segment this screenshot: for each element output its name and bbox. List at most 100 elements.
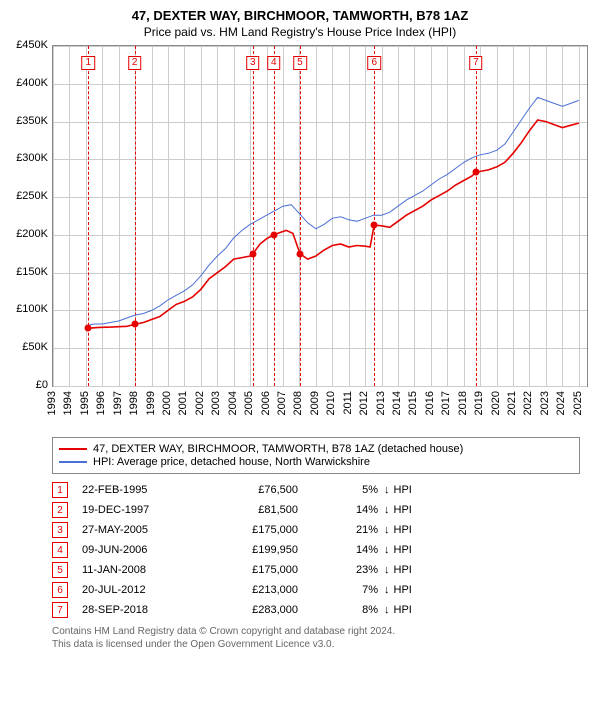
- x-axis-labels: 1993199419951996199719981999200020012002…: [52, 387, 586, 427]
- x-tick-label: 2004: [227, 391, 239, 415]
- event-vs-label: HPI: [394, 524, 412, 536]
- x-tick-label: 2025: [572, 391, 584, 415]
- event-price: £283,000: [198, 604, 328, 616]
- x-tick-label: 2011: [342, 391, 354, 415]
- arrow-down-icon: ↓: [384, 504, 390, 516]
- event-delta: 14%: [328, 504, 378, 516]
- x-tick-label: 1998: [128, 391, 140, 415]
- event-number: 3: [52, 522, 68, 538]
- attribution-footer: Contains HM Land Registry data © Crown c…: [52, 626, 580, 651]
- x-tick-label: 2009: [309, 391, 321, 415]
- event-marker-dot: [270, 231, 277, 238]
- y-tick-label: £200K: [16, 228, 48, 240]
- footer-line-2: This data is licensed under the Open Gov…: [52, 639, 580, 652]
- x-tick-label: 2008: [292, 391, 304, 415]
- event-row: 728-SEP-2018£283,0008%↓HPI: [52, 602, 580, 618]
- x-tick-label: 1997: [112, 391, 124, 415]
- event-date: 22-FEB-1995: [82, 484, 198, 496]
- x-tick-label: 2007: [276, 391, 288, 415]
- event-price: £76,500: [198, 484, 328, 496]
- x-tick-label: 2017: [440, 391, 452, 415]
- title-line-2: Price paid vs. HM Land Registry's House …: [10, 25, 590, 39]
- y-tick-label: £300K: [16, 152, 48, 164]
- event-price: £213,000: [198, 584, 328, 596]
- event-delta: 21%: [328, 524, 378, 536]
- y-tick-label: £50K: [22, 341, 48, 353]
- event-row: 620-JUL-2012£213,0007%↓HPI: [52, 582, 580, 598]
- legend-item: 47, DEXTER WAY, BIRCHMOOR, TAMWORTH, B78…: [59, 443, 573, 455]
- event-date: 28-SEP-2018: [82, 604, 198, 616]
- event-price: £81,500: [198, 504, 328, 516]
- x-tick-label: 2014: [391, 391, 403, 415]
- x-tick-label: 2016: [424, 391, 436, 415]
- event-delta: 7%: [328, 584, 378, 596]
- event-vs-label: HPI: [394, 604, 412, 616]
- event-row: 2 19-DEC-1997£81,50014% ↓ HPI: [52, 502, 580, 518]
- legend-item: HPI: Average price, detached house, Nort…: [59, 456, 573, 468]
- y-tick-label: £100K: [16, 303, 48, 315]
- x-tick-label: 2019: [473, 391, 485, 415]
- event-row: 122-FEB-1995£76,5005%↓HPI: [52, 482, 580, 498]
- event-marker-dot: [249, 250, 256, 257]
- x-tick-label: 2018: [457, 391, 469, 415]
- event-marker-label: 6: [367, 56, 381, 70]
- y-tick-label: £0: [36, 379, 48, 391]
- event-marker-label: 7: [469, 56, 483, 70]
- x-tick-label: 2001: [177, 391, 189, 415]
- event-number: 7: [52, 602, 68, 618]
- y-tick-label: £350K: [16, 115, 48, 127]
- x-tick-label: 2012: [358, 391, 370, 415]
- event-number: 5: [52, 562, 68, 578]
- legend-label: HPI: Average price, detached house, Nort…: [93, 456, 370, 468]
- event-price: £175,000: [198, 564, 328, 576]
- event-vs-label: HPI: [394, 544, 412, 556]
- event-date: 20-JUL-2012: [82, 584, 198, 596]
- legend-label: 47, DEXTER WAY, BIRCHMOOR, TAMWORTH, B78…: [93, 443, 463, 455]
- x-tick-label: 2021: [506, 391, 518, 415]
- event-marker-label: 5: [293, 56, 307, 70]
- event-vs-label: HPI: [394, 484, 412, 496]
- event-delta: 5%: [328, 484, 378, 496]
- event-marker-dot: [296, 250, 303, 257]
- arrow-down-icon: ↓: [384, 544, 390, 556]
- event-marker-label: 1: [82, 56, 96, 70]
- chart-container: 47, DEXTER WAY, BIRCHMOOR, TAMWORTH, B78…: [0, 0, 600, 661]
- x-tick-label: 2003: [210, 391, 222, 415]
- footer-line-1: Contains HM Land Registry data © Crown c…: [52, 626, 580, 639]
- legend-swatch: [59, 461, 87, 463]
- y-axis-labels: £0£50K£100K£150K£200K£250K£300K£350K£400…: [10, 45, 50, 385]
- event-number: 4: [52, 542, 68, 558]
- event-marker-label: 3: [246, 56, 260, 70]
- event-delta: 23%: [328, 564, 378, 576]
- event-date: 27-MAY-2005: [82, 524, 198, 536]
- arrow-down-icon: ↓: [384, 484, 390, 496]
- x-tick-label: 2002: [194, 391, 206, 415]
- chart-plot-area: 1234567: [52, 45, 588, 387]
- event-row: 511-JAN-2008£175,00023%↓HPI: [52, 562, 580, 578]
- x-tick-label: 2010: [325, 391, 337, 415]
- x-tick-label: 1994: [62, 391, 74, 415]
- series-hpi: [86, 97, 579, 325]
- event-marker-dot: [131, 321, 138, 328]
- event-number: 2: [52, 502, 68, 518]
- event-date: 09-JUN-2006: [82, 544, 198, 556]
- event-date: 11-JAN-2008: [82, 564, 198, 576]
- x-tick-label: 2005: [243, 391, 255, 415]
- y-tick-label: £400K: [16, 77, 48, 89]
- y-tick-label: £150K: [16, 266, 48, 278]
- event-price: £175,000: [198, 524, 328, 536]
- x-tick-label: 1996: [95, 391, 107, 415]
- event-vs-label: HPI: [394, 504, 412, 516]
- legend-swatch: [59, 448, 87, 450]
- event-marker-dot: [371, 222, 378, 229]
- event-marker-dot: [472, 169, 479, 176]
- x-tick-label: 2015: [407, 391, 419, 415]
- event-date: 19-DEC-1997: [82, 504, 198, 516]
- x-tick-label: 2024: [555, 391, 567, 415]
- event-row: 409-JUN-2006£199,95014%↓HPI: [52, 542, 580, 558]
- event-vs-label: HPI: [394, 564, 412, 576]
- y-tick-label: £450K: [16, 39, 48, 51]
- x-tick-label: 2013: [375, 391, 387, 415]
- x-tick-label: 2020: [490, 391, 502, 415]
- x-tick-label: 2006: [260, 391, 272, 415]
